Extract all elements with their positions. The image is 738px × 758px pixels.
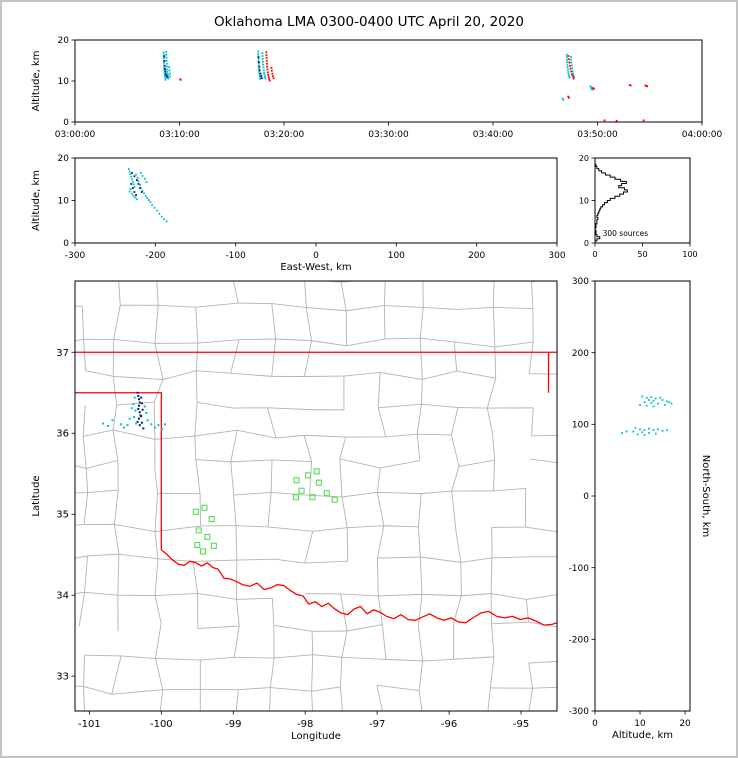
plan-view-map-xlabel: Longitude [291, 731, 341, 742]
plan-view-map-xtick: -95 [513, 719, 529, 730]
altitude-histogram-ytick: 10 [579, 196, 589, 205]
time-height-ytick: 10 [58, 77, 70, 87]
time-height-ytick: 20 [58, 36, 70, 46]
northsouth-height-ylabel-right: North-South, km [700, 455, 711, 538]
vhf-sources-map-cyan [102, 396, 166, 431]
vhf-sources-time-cyan [162, 50, 594, 101]
time-height-xtick: 03:40:00 [473, 130, 514, 140]
plan-view-map-data [75, 281, 557, 711]
county-boundaries [75, 281, 557, 711]
northsouth-height-ytick: 0 [583, 492, 589, 502]
time-height-ylabel: Altitude, km [31, 51, 42, 112]
time-height-xtick: 03:50:00 [577, 130, 618, 140]
eastwest-height-xtick: -100 [225, 251, 246, 261]
northsouth-height-xtick: 0 [592, 719, 598, 729]
northsouth-height-panel: 0 10 20 -300 -200 -100 0 100 200 300 Altitude, km N… [569, 277, 711, 741]
northsouth-height-xlabel: Altitude, km [612, 730, 673, 741]
plan-view-map-xtick: -98 [297, 719, 313, 730]
northsouth-height-data [621, 395, 673, 436]
plan-view-map-ytick: 34 [56, 591, 69, 602]
eastwest-height-xtick: 200 [468, 251, 485, 261]
eastwest-height-xtick: 300 [548, 251, 565, 261]
plan-view-map-ylabel: Latitude [31, 475, 42, 516]
plan-view-map-xtick: -96 [441, 719, 457, 730]
chart-title: Oklahoma LMA 0300-0400 UTC April 20, 202… [214, 14, 524, 30]
time-height-data [162, 50, 649, 122]
northsouth-height-ytick: 100 [572, 420, 589, 430]
eastwest-height-ytick: 0 [63, 239, 69, 249]
northsouth-height-ytick: -100 [569, 564, 590, 574]
eastwest-height-ytick: 10 [58, 197, 70, 207]
vhf-sources-ns-cyan [621, 395, 673, 436]
altitude-histogram-ytick: 0 [584, 239, 589, 248]
eastwest-height-xtick: 0 [313, 251, 319, 261]
eastwest-height-panel: -300 -200 -100 0 100 200 300 0 10 20 East-West, km… [31, 154, 566, 273]
vhf-sources-map-navy [136, 391, 145, 430]
time-height-xtick: 03:20:00 [264, 130, 305, 140]
northsouth-height-ytick: 200 [572, 349, 589, 359]
northsouth-height-xtick: 20 [679, 719, 691, 729]
time-height-xtick: 03:30:00 [368, 130, 409, 140]
plan-view-map-xtick: -101 [78, 719, 101, 730]
altitude-histogram-ytick: 20 [579, 154, 589, 163]
vhf-sources-time-red [179, 51, 649, 122]
time-height-xtick: 04:00:00 [682, 130, 723, 140]
eastwest-height-data [127, 168, 168, 223]
northsouth-height-ytick: -300 [569, 707, 590, 717]
time-height-xtick: 03:10:00 [159, 130, 200, 140]
vhf-sources-time-navy [163, 55, 263, 80]
oklahoma-state-border [75, 351, 557, 626]
time-height-panel: 03:00:00 03:10:00 03:20:00 03:30:00 03:40:00… [31, 36, 722, 140]
plan-view-map-xtick: -97 [369, 719, 385, 730]
time-height-xtick: 03:00:00 [55, 130, 96, 140]
eastwest-height-xlabel: East-West, km [280, 262, 351, 273]
plan-view-map-ytick: 36 [56, 429, 69, 440]
plan-view-map-panel: -101 -100 -99 -98 -97 -96 -95 33 34 35 36 37 Longitu… [31, 280, 558, 742]
northsouth-height-ytick: -200 [569, 635, 590, 645]
northsouth-height-xtick: 10 [634, 719, 646, 729]
eastwest-height-xtick: 100 [388, 251, 405, 261]
plan-view-map-ytick: 35 [56, 510, 69, 521]
eastwest-height-xtick: -200 [145, 251, 166, 261]
eastwest-height-ytick: 20 [58, 154, 70, 164]
altitude-histogram-annotation: 300 sources [603, 229, 649, 238]
altitude-histogram-xtick: 0 [592, 250, 597, 259]
plan-view-map-ytick: 37 [56, 348, 69, 359]
vhf-sources-ew-cyan [127, 168, 168, 223]
lma-stations [192, 468, 338, 555]
northsouth-height-ytick: 300 [572, 277, 589, 287]
vhf-sources-ew-navy [130, 171, 143, 196]
altitude-histogram-xtick: 100 [682, 250, 697, 259]
plan-view-map-xtick: -99 [225, 719, 241, 730]
plan-view-map-xtick: -100 [150, 719, 173, 730]
eastwest-height-ylabel: Altitude, km [31, 170, 42, 231]
time-height-ytick: 0 [63, 118, 69, 128]
altitude-histogram-xtick: 50 [637, 250, 647, 259]
altitude-histogram-panel: 0 50 100 0 10 20 300 sources [579, 154, 698, 259]
plan-view-map-ytick: 33 [56, 672, 69, 683]
eastwest-height-xtick: -300 [65, 251, 86, 261]
